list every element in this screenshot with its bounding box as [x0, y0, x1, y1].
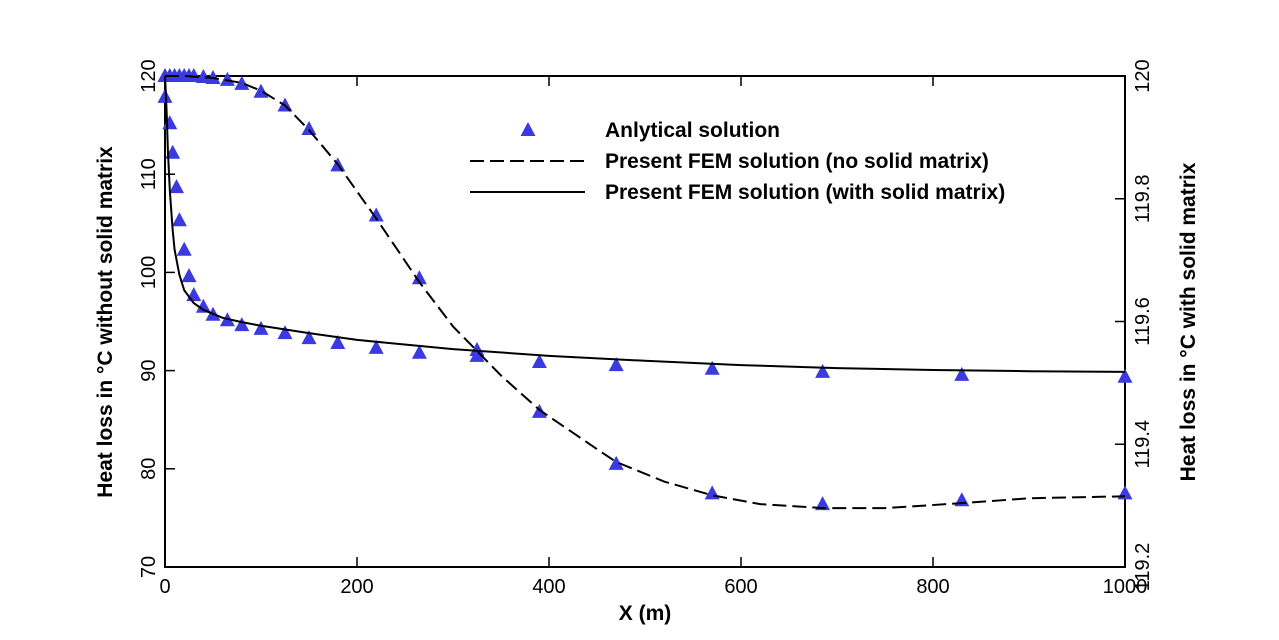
marker — [171, 212, 187, 227]
y-tick-label: 110 — [138, 158, 160, 190]
marker — [169, 179, 185, 194]
y-axis-label: Heat loss in °C without solid matrix — [94, 146, 117, 498]
x-tick-label: 600 — [724, 576, 757, 598]
y-tick-label: 120 — [138, 59, 160, 92]
y-tick-label: 100 — [138, 256, 160, 289]
x-tick-label: 0 — [159, 576, 170, 598]
legend-label: Present FEM solution (with solid matrix) — [605, 181, 1005, 204]
x-tick-label: 400 — [532, 576, 565, 598]
marker — [608, 357, 624, 372]
marker — [531, 354, 547, 369]
marker — [186, 68, 202, 82]
marker — [815, 363, 831, 378]
legend-label: Present FEM solution (no solid matrix) — [605, 150, 989, 173]
y2-tick-label: 119.2 — [1132, 543, 1154, 592]
marker — [469, 347, 485, 362]
marker — [219, 71, 235, 86]
x-tick-label: 200 — [340, 576, 373, 598]
line — [165, 75, 1126, 510]
y-tick-label: 70 — [138, 556, 160, 578]
x-axis-label: X (m) — [619, 602, 672, 625]
y2-tick-label: 120 — [1132, 59, 1154, 92]
marker — [520, 122, 536, 136]
marker — [1117, 368, 1133, 383]
marker — [195, 298, 211, 313]
marker — [277, 325, 293, 340]
line — [164, 75, 1126, 373]
y2-tick-label: 119.6 — [1132, 297, 1154, 346]
marker — [368, 339, 384, 354]
marker — [253, 83, 269, 98]
legend-label: Anlytical solution — [605, 119, 780, 142]
marker — [368, 207, 384, 222]
marker — [411, 344, 427, 359]
marker — [815, 496, 831, 511]
x-tick-label: 800 — [916, 576, 949, 598]
marker — [234, 317, 250, 332]
marker — [608, 455, 624, 470]
marker — [181, 268, 197, 283]
y2-tick-label: 119.8 — [1132, 174, 1154, 223]
marker — [186, 287, 202, 302]
marker — [301, 330, 317, 345]
y-tick-label: 90 — [138, 359, 160, 381]
marker — [954, 366, 970, 381]
marker — [234, 75, 250, 90]
y-tick-label: 80 — [138, 458, 160, 480]
marker — [411, 270, 427, 285]
y2-tick-label: 119.4 — [1132, 420, 1154, 469]
x-tick-label: 1000 — [1103, 576, 1148, 598]
marker — [704, 360, 720, 375]
y2-axis-label: Heat loss in °C with solid matrix — [1177, 162, 1200, 481]
marker — [162, 115, 178, 130]
marker — [301, 121, 317, 136]
marker — [195, 68, 211, 83]
marker — [330, 334, 346, 349]
marker — [253, 320, 269, 335]
marker — [176, 241, 192, 256]
